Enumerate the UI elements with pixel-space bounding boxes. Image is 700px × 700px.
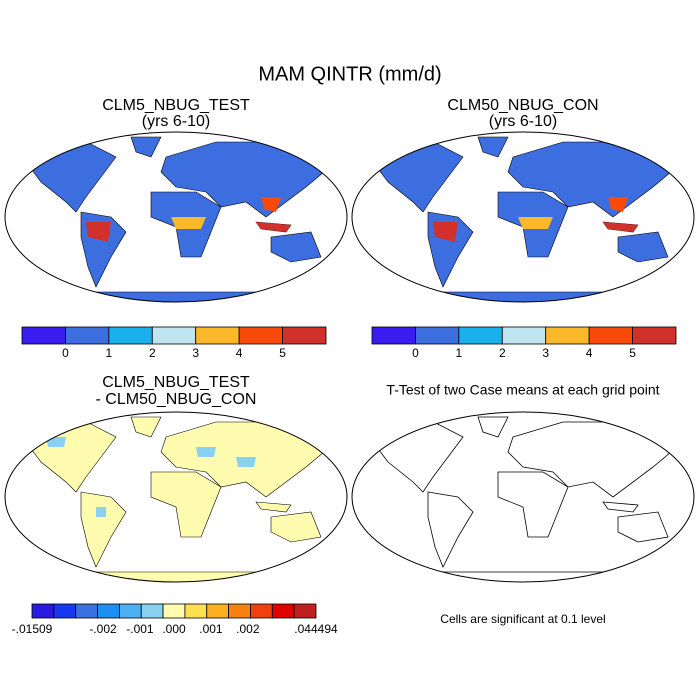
colorbar-box [250, 603, 273, 619]
panel-subtitle: - CLM50_NBUG_CON [96, 391, 257, 408]
colorbar-label: 0 [412, 346, 419, 360]
colorbar-box [458, 326, 503, 345]
panel-title: CLM50_NBUG_CON [447, 97, 598, 114]
colorbar-box [282, 326, 327, 345]
colorbar-box [293, 603, 317, 619]
panel-title: T-Test of two Case means at each grid po… [386, 382, 659, 398]
colorbar-label: -.001 [126, 622, 154, 636]
colorbar-box [588, 326, 633, 345]
panel-title: CLM5_NBUG_TEST [102, 97, 250, 114]
colorbar-box [151, 326, 197, 345]
colorbar-label: 1 [456, 346, 463, 360]
colorbar-box [108, 326, 153, 345]
colorbar-label: -.002 [89, 622, 117, 636]
colorbar-label: 2 [149, 346, 156, 360]
colorbar-box [184, 603, 208, 619]
colorbar-label: -.01509 [12, 622, 53, 636]
colorbar-box [195, 326, 240, 345]
panel-title: CLM5_NBUG_TEST [102, 374, 250, 391]
map [4, 131, 348, 303]
colorbar-box [238, 326, 283, 345]
colorbar-box [31, 603, 55, 619]
colorbar-box [632, 326, 677, 345]
colorbar-label: 1 [106, 346, 113, 360]
colorbar-box [118, 603, 142, 619]
colorbar-label: 4 [586, 346, 593, 360]
panel-subtitle: (yrs 6-10) [142, 113, 210, 130]
colorbar-label: .001 [199, 622, 223, 636]
colorbar-box [228, 603, 251, 619]
colorbar-label: .044494 [294, 622, 338, 636]
colorbar-label: 5 [629, 346, 636, 360]
colorbar-box [271, 603, 295, 619]
map [4, 411, 348, 583]
colorbar-box [415, 326, 460, 345]
colorbar-box [162, 603, 186, 619]
colorbar-box [97, 603, 120, 619]
colorbar-label: 4 [236, 346, 243, 360]
map-panel: CLM5_NBUG_TEST (yrs 6-10) [4, 97, 348, 303]
colorbar-box [206, 603, 230, 619]
colorbar-box [371, 326, 416, 345]
colorbar-label: .002 [236, 622, 260, 636]
colorbar-box [75, 603, 98, 619]
colorbar-box [140, 603, 164, 619]
map-panel: CLM5_NBUG_TEST - CLM50_NBUG_CON [4, 374, 348, 583]
colorbar-box [53, 603, 77, 619]
colorbar-label: .000 [162, 622, 186, 636]
colorbar-box [501, 326, 547, 345]
map [351, 411, 695, 583]
colorbar-label: 0 [62, 346, 69, 360]
map-panel: CLM50_NBUG_CON (yrs 6-10) [351, 97, 695, 303]
note: Cells are significant at 0.1 level [440, 612, 605, 626]
map-panel: T-Test of two Case means at each grid po… [351, 382, 695, 583]
map [351, 131, 695, 303]
colorbar-box [21, 326, 66, 345]
colorbar-label: 2 [499, 346, 506, 360]
colorbar-box [545, 326, 590, 345]
colorbar-label: 3 [192, 346, 199, 360]
colorbar-label: 3 [542, 346, 549, 360]
colorbar-label: 5 [279, 346, 286, 360]
panel-subtitle: (yrs 6-10) [489, 113, 557, 130]
figure-title: MAM QINTR (mm/d) [258, 63, 441, 85]
colorbar-box [65, 326, 110, 345]
